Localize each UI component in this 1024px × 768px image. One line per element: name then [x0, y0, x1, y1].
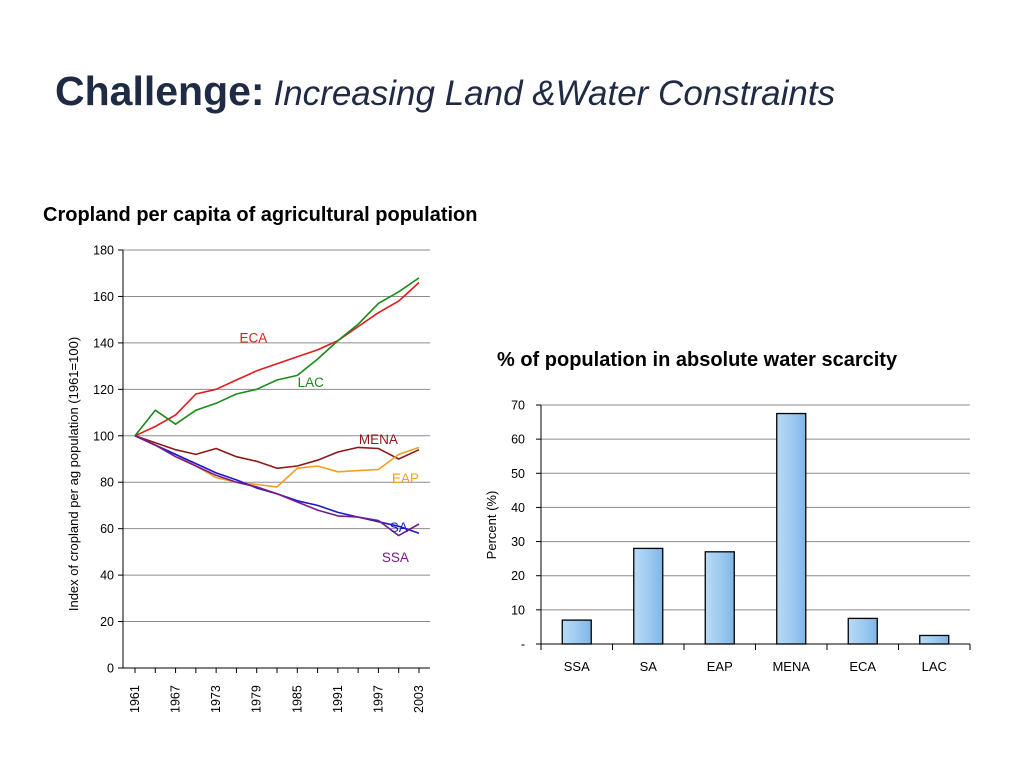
line-chart-y-axis-label: Index of cropland per ag population (196…	[66, 337, 81, 611]
series-label-eca: ECA	[239, 331, 267, 346]
series-label-mena: MENA	[359, 432, 398, 447]
series-line-ssa	[134, 435, 420, 537]
line-y-tick-label: 40	[100, 569, 114, 583]
series-label-eap: EAP	[392, 471, 419, 486]
series-line-mena	[134, 435, 420, 470]
slide-title-sub: Increasing Land &Water Constraints	[273, 74, 836, 113]
line-x-tick-label: 1985	[290, 685, 304, 713]
series-line-lac	[134, 277, 420, 437]
line-y-tick-label: 180	[93, 244, 114, 258]
line-x-tick-label: 1973	[209, 685, 223, 713]
slide-title-main: Challenge:	[55, 68, 265, 114]
line-x-tick-label: 1961	[128, 685, 142, 713]
line-x-tick-label: 1967	[169, 685, 183, 713]
line-y-tick-label: 0	[107, 662, 114, 676]
line-y-tick-label: 100	[93, 429, 114, 443]
series-line-eca	[134, 281, 420, 437]
line-y-tick-label: 80	[100, 476, 114, 490]
line-x-tick-label: 2003	[412, 685, 426, 713]
slide-title: Challenge: Increasing Land &Water Constr…	[55, 68, 835, 115]
line-x-tick-label: 1997	[371, 685, 385, 713]
line-y-tick-label: 20	[100, 615, 114, 629]
line-x-tick-label: 1991	[331, 685, 345, 713]
line-y-tick-label: 140	[93, 336, 114, 350]
series-label-lac: LAC	[298, 375, 325, 390]
series-label-ssa: SSA	[382, 550, 409, 565]
line-y-tick-label: 60	[100, 522, 114, 536]
line-x-tick-label: 1979	[250, 685, 264, 713]
series-label-sa: SA	[390, 520, 408, 535]
line-y-tick-label: 120	[93, 383, 114, 397]
line-y-tick-label: 160	[93, 290, 114, 304]
bar-chart-title: % of population in absolute water scarci…	[497, 349, 898, 371]
line-chart-title: Cropland per capita of agricultural popu…	[43, 204, 478, 226]
